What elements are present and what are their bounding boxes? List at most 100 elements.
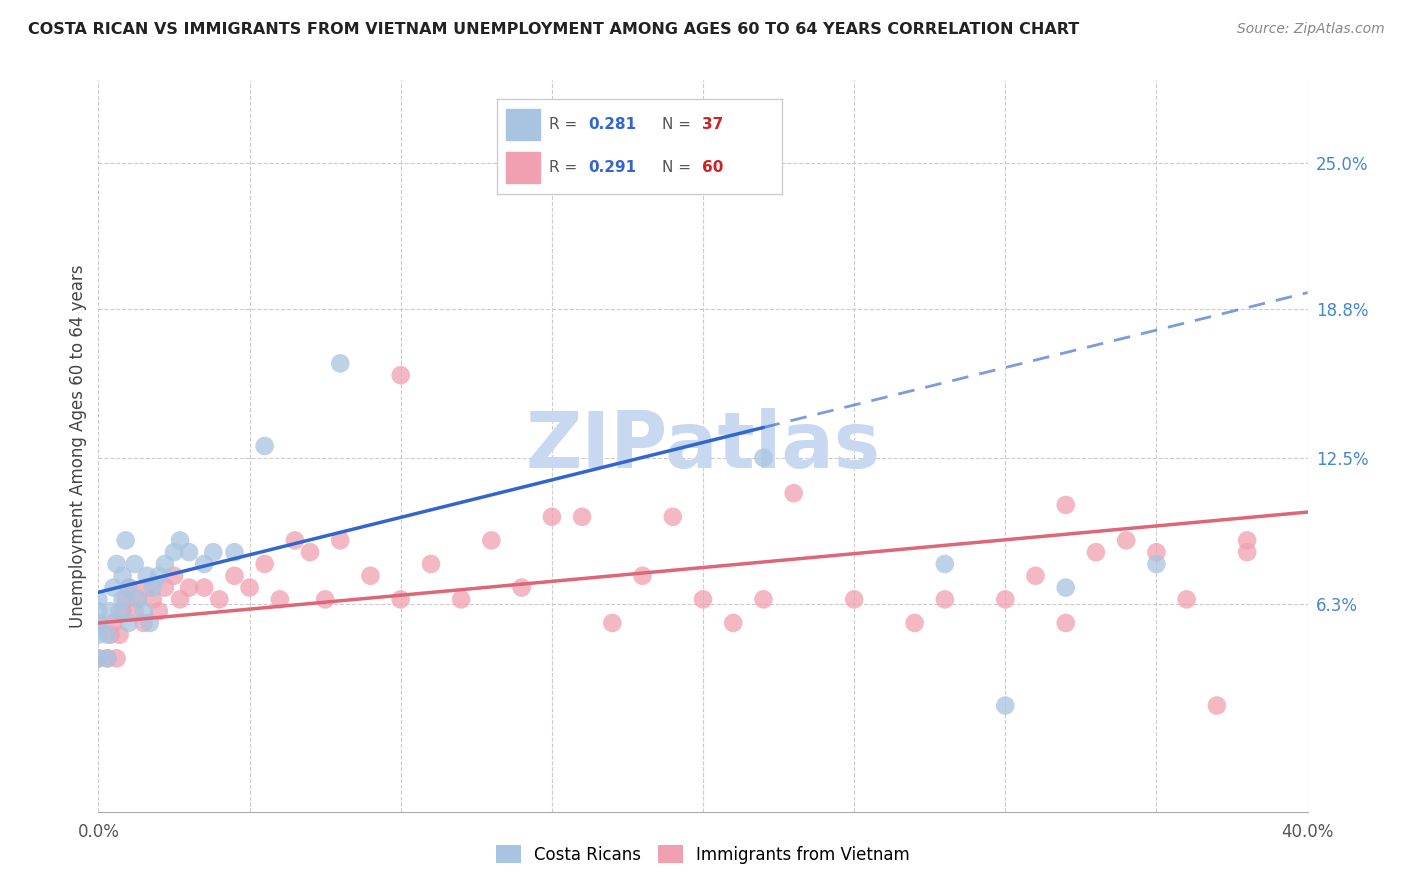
- Point: [692, 592, 714, 607]
- Point: [135, 581, 157, 595]
- Point: [224, 568, 246, 582]
- Point: [994, 592, 1017, 607]
- Point: [169, 592, 191, 607]
- Point: [87, 615, 110, 630]
- Point: [284, 533, 307, 548]
- Point: [783, 486, 806, 500]
- Point: [481, 533, 503, 548]
- Point: [510, 581, 533, 595]
- Point: [269, 592, 291, 607]
- Point: [1144, 545, 1167, 559]
- Point: [1175, 592, 1198, 607]
- Point: [96, 628, 118, 642]
- Point: [1085, 545, 1108, 559]
- Y-axis label: Unemployment Among Ages 60 to 64 years: Unemployment Among Ages 60 to 64 years: [69, 264, 87, 628]
- Point: [299, 545, 322, 559]
- Point: [1054, 498, 1077, 512]
- Point: [1054, 581, 1077, 595]
- Point: [571, 509, 593, 524]
- Point: [314, 592, 336, 607]
- Point: [253, 439, 276, 453]
- Point: [127, 592, 149, 607]
- Point: [1206, 698, 1229, 713]
- Point: [163, 545, 186, 559]
- Point: [752, 592, 775, 607]
- Point: [994, 698, 1017, 713]
- Point: [118, 615, 141, 630]
- Point: [540, 509, 562, 524]
- Point: [87, 615, 110, 630]
- Point: [87, 604, 110, 618]
- Point: [239, 581, 262, 595]
- Point: [118, 581, 141, 595]
- Point: [934, 592, 956, 607]
- Point: [179, 581, 201, 595]
- Point: [114, 592, 136, 607]
- Point: [105, 651, 128, 665]
- Point: [108, 628, 131, 642]
- Text: COSTA RICAN VS IMMIGRANTS FROM VIETNAM UNEMPLOYMENT AMONG AGES 60 TO 64 YEARS CO: COSTA RICAN VS IMMIGRANTS FROM VIETNAM U…: [28, 22, 1080, 37]
- Point: [118, 581, 141, 595]
- Point: [208, 592, 231, 607]
- Point: [169, 533, 191, 548]
- Point: [389, 592, 412, 607]
- Point: [329, 356, 352, 370]
- Point: [1024, 568, 1046, 582]
- Point: [179, 545, 201, 559]
- Point: [360, 568, 382, 582]
- Point: [139, 615, 162, 630]
- Point: [934, 557, 956, 571]
- Point: [132, 615, 155, 630]
- Point: [111, 592, 134, 607]
- Point: [904, 615, 927, 630]
- Point: [1115, 533, 1137, 548]
- Point: [253, 557, 276, 571]
- Point: [142, 592, 165, 607]
- Text: Source: ZipAtlas.com: Source: ZipAtlas.com: [1237, 22, 1385, 37]
- Point: [224, 545, 246, 559]
- Point: [124, 557, 146, 571]
- Point: [202, 545, 225, 559]
- Point: [87, 592, 110, 607]
- Point: [752, 450, 775, 465]
- Point: [153, 557, 176, 571]
- Point: [631, 568, 654, 582]
- Point: [148, 568, 170, 582]
- Point: [450, 592, 472, 607]
- Point: [124, 604, 146, 618]
- Point: [193, 557, 215, 571]
- Point: [103, 615, 125, 630]
- Point: [96, 651, 118, 665]
- Point: [142, 581, 165, 595]
- Point: [602, 615, 624, 630]
- Point: [87, 651, 110, 665]
- Point: [127, 592, 149, 607]
- Point: [1236, 533, 1258, 548]
- Point: [111, 568, 134, 582]
- Point: [153, 581, 176, 595]
- Point: [723, 615, 745, 630]
- Point: [96, 651, 118, 665]
- Point: [1054, 615, 1077, 630]
- Point: [132, 604, 155, 618]
- Point: [329, 533, 352, 548]
- Point: [420, 557, 443, 571]
- Point: [87, 651, 110, 665]
- Point: [87, 628, 110, 642]
- Point: [100, 628, 122, 642]
- Point: [1144, 557, 1167, 571]
- Point: [163, 568, 186, 582]
- Point: [105, 557, 128, 571]
- Point: [389, 368, 412, 383]
- Text: ZIPatlas: ZIPatlas: [526, 408, 880, 484]
- Point: [844, 592, 866, 607]
- Point: [661, 509, 683, 524]
- Point: [111, 604, 134, 618]
- Point: [114, 533, 136, 548]
- Point: [193, 581, 215, 595]
- Point: [1236, 545, 1258, 559]
- Legend: Costa Ricans, Immigrants from Vietnam: Costa Ricans, Immigrants from Vietnam: [489, 838, 917, 871]
- Point: [148, 604, 170, 618]
- Point: [103, 581, 125, 595]
- Point: [100, 604, 122, 618]
